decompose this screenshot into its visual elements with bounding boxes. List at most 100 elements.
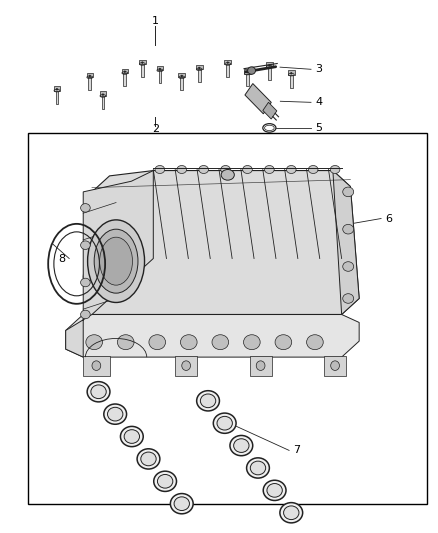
Ellipse shape: [256, 361, 265, 370]
Ellipse shape: [174, 497, 190, 511]
Ellipse shape: [343, 262, 354, 271]
Ellipse shape: [283, 506, 299, 520]
Bar: [102, 96, 104, 109]
Ellipse shape: [81, 204, 90, 212]
Ellipse shape: [247, 458, 269, 478]
Text: 4: 4: [315, 98, 322, 107]
Bar: [28, 133, 427, 504]
Polygon shape: [66, 314, 359, 357]
Bar: [180, 77, 183, 90]
Ellipse shape: [275, 335, 292, 350]
Ellipse shape: [157, 474, 173, 488]
Bar: [87, 73, 93, 77]
Ellipse shape: [87, 382, 110, 402]
Bar: [290, 75, 293, 87]
Ellipse shape: [331, 361, 339, 370]
Bar: [83, 356, 110, 376]
Ellipse shape: [107, 407, 123, 421]
Ellipse shape: [308, 165, 318, 173]
Ellipse shape: [199, 165, 208, 173]
Bar: [225, 60, 231, 64]
Bar: [122, 69, 128, 73]
Ellipse shape: [343, 187, 354, 197]
Ellipse shape: [307, 335, 323, 350]
Polygon shape: [333, 171, 359, 314]
Polygon shape: [83, 171, 359, 314]
Ellipse shape: [177, 165, 187, 173]
Text: 1: 1: [152, 17, 159, 26]
Ellipse shape: [330, 165, 340, 173]
Bar: [54, 86, 60, 91]
Ellipse shape: [94, 229, 138, 293]
Ellipse shape: [286, 165, 296, 173]
Ellipse shape: [86, 335, 102, 350]
Bar: [288, 70, 294, 75]
Polygon shape: [245, 84, 271, 114]
Bar: [250, 356, 272, 376]
Ellipse shape: [267, 483, 283, 497]
Bar: [157, 66, 163, 70]
Text: 5: 5: [315, 123, 322, 133]
Ellipse shape: [244, 335, 260, 350]
Text: 2: 2: [152, 124, 159, 134]
Ellipse shape: [81, 241, 90, 249]
Ellipse shape: [92, 361, 101, 370]
Ellipse shape: [221, 165, 230, 173]
Circle shape: [291, 73, 292, 74]
Ellipse shape: [91, 385, 106, 399]
Bar: [124, 73, 126, 86]
Bar: [196, 65, 202, 69]
Polygon shape: [66, 171, 153, 357]
Circle shape: [269, 65, 270, 66]
Ellipse shape: [200, 394, 216, 408]
Ellipse shape: [170, 494, 193, 514]
Ellipse shape: [88, 220, 145, 303]
Ellipse shape: [124, 430, 140, 443]
Ellipse shape: [197, 391, 219, 411]
Ellipse shape: [233, 439, 249, 453]
Bar: [244, 69, 251, 74]
Circle shape: [227, 62, 228, 63]
Bar: [100, 92, 106, 96]
Polygon shape: [263, 102, 277, 119]
Ellipse shape: [182, 361, 191, 370]
Ellipse shape: [265, 165, 274, 173]
Ellipse shape: [100, 237, 132, 285]
Ellipse shape: [154, 471, 177, 491]
Bar: [324, 356, 346, 376]
Text: 3: 3: [315, 64, 322, 74]
Ellipse shape: [120, 426, 143, 447]
Bar: [139, 60, 145, 64]
Ellipse shape: [263, 480, 286, 500]
Bar: [226, 64, 229, 77]
Ellipse shape: [141, 452, 156, 466]
Bar: [179, 73, 185, 77]
Ellipse shape: [104, 404, 127, 424]
Bar: [141, 64, 144, 77]
Circle shape: [142, 62, 143, 63]
Bar: [266, 62, 272, 67]
Bar: [198, 69, 201, 82]
Ellipse shape: [213, 413, 236, 433]
Circle shape: [102, 94, 103, 95]
Ellipse shape: [117, 335, 134, 350]
Circle shape: [124, 71, 125, 72]
Bar: [175, 356, 197, 376]
Ellipse shape: [149, 335, 166, 350]
Ellipse shape: [243, 165, 252, 173]
Bar: [159, 70, 161, 83]
Ellipse shape: [343, 224, 354, 234]
Ellipse shape: [155, 165, 165, 173]
Ellipse shape: [212, 335, 229, 350]
Bar: [246, 74, 249, 86]
Ellipse shape: [81, 278, 90, 287]
Ellipse shape: [247, 67, 255, 74]
Ellipse shape: [180, 335, 197, 350]
Ellipse shape: [250, 461, 266, 475]
Bar: [88, 77, 91, 90]
Ellipse shape: [81, 310, 90, 319]
Ellipse shape: [137, 449, 160, 469]
Bar: [268, 67, 271, 79]
Ellipse shape: [280, 503, 303, 523]
Text: 6: 6: [385, 214, 392, 223]
